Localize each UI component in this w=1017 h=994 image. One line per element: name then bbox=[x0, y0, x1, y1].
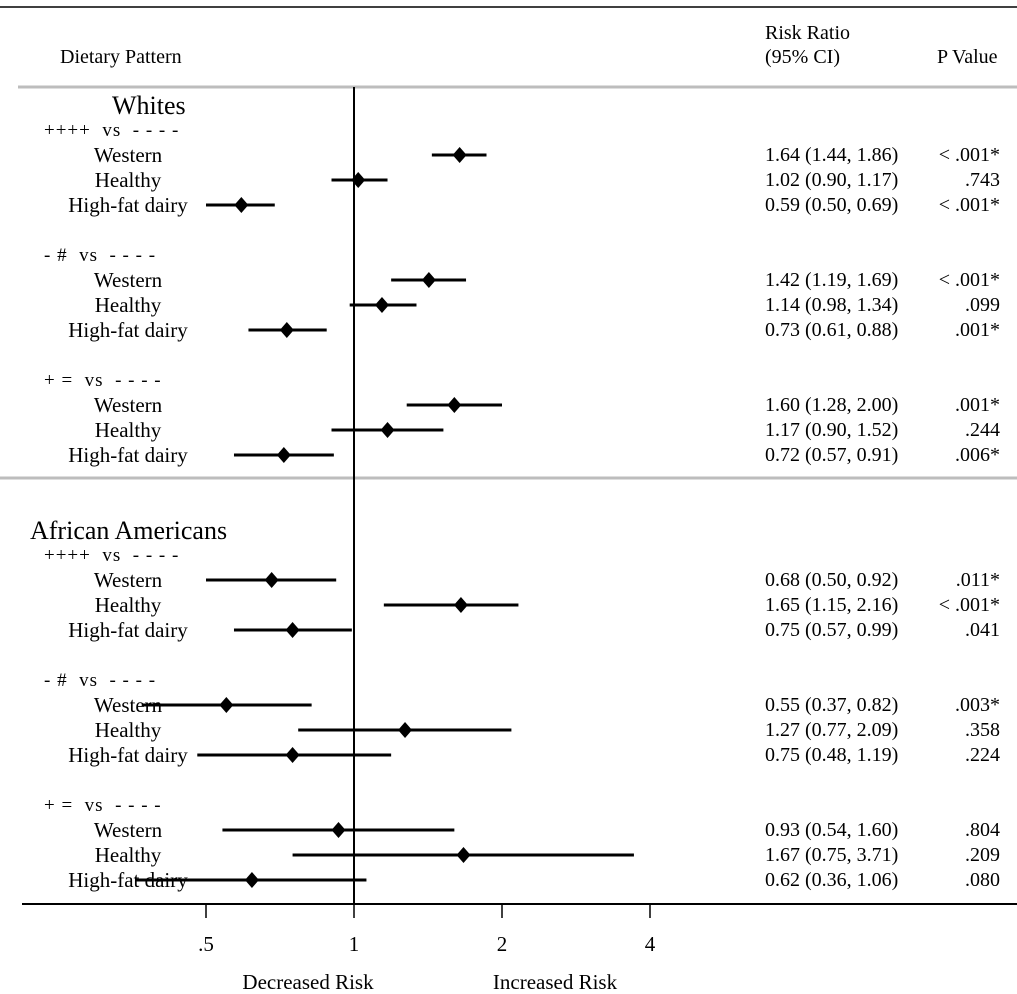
pattern-label: Healthy bbox=[94, 593, 162, 617]
pattern-label: Healthy bbox=[94, 418, 162, 442]
p-value: .099 bbox=[965, 294, 1000, 316]
comparison-label: ++++ vs - - - - bbox=[44, 120, 180, 141]
point-estimate-marker bbox=[447, 397, 462, 413]
point-estimate-marker bbox=[351, 172, 366, 188]
risk-ratio-value: 0.59 (0.50, 0.69) bbox=[765, 194, 899, 216]
risk-ratio-value: 0.72 (0.57, 0.91) bbox=[765, 444, 899, 466]
p-value: .743 bbox=[965, 169, 1000, 191]
comparison-label: - # vs - - - - bbox=[44, 670, 157, 691]
risk-ratio-value: 0.55 (0.37, 0.82) bbox=[765, 694, 899, 716]
pattern-label: Western bbox=[93, 818, 163, 842]
risk-ratio-value: 1.42 (1.19, 1.69) bbox=[765, 269, 899, 291]
p-value: .001* bbox=[955, 319, 1000, 341]
pattern-label: High-fat dairy bbox=[68, 193, 188, 217]
x-tick-label: 2 bbox=[496, 932, 508, 956]
point-estimate-marker bbox=[285, 622, 300, 638]
point-estimate-marker bbox=[285, 747, 300, 763]
risk-ratio-header: Risk Ratio bbox=[765, 22, 851, 44]
p-value: .041 bbox=[965, 619, 1000, 641]
ci-header: (95% CI) bbox=[765, 46, 840, 68]
x-tick-label: 4 bbox=[644, 932, 656, 956]
p-value: < .001* bbox=[938, 594, 1000, 616]
point-estimate-marker bbox=[244, 872, 259, 888]
comparison-label: ++++ vs - - - - bbox=[44, 545, 180, 566]
pattern-label: Western bbox=[93, 268, 163, 292]
pattern-label: Healthy bbox=[94, 293, 162, 317]
p-value: .080 bbox=[965, 869, 1000, 891]
pattern-label: High-fat dairy bbox=[68, 318, 188, 342]
pattern-label: High-fat dairy bbox=[68, 443, 188, 467]
risk-ratio-value: 1.67 (0.75, 3.71) bbox=[765, 844, 899, 866]
comparison-label: + = vs - - - - bbox=[44, 370, 162, 391]
risk-ratio-value: 1.65 (1.15, 2.16) bbox=[765, 594, 899, 616]
pattern-label: Western bbox=[93, 393, 163, 417]
comparison-label: - # vs - - - - bbox=[44, 245, 157, 266]
p-value: .244 bbox=[965, 419, 1000, 441]
p-value: .001* bbox=[955, 394, 1000, 416]
point-estimate-marker bbox=[380, 422, 395, 438]
point-estimate-marker bbox=[453, 597, 468, 613]
risk-ratio-value: 1.60 (1.28, 2.00) bbox=[765, 394, 899, 416]
point-estimate-marker bbox=[234, 197, 249, 213]
p-value: .011* bbox=[955, 569, 1000, 591]
pattern-label: Healthy bbox=[94, 168, 162, 192]
increased-risk-label: Increased Risk bbox=[492, 970, 618, 994]
p-value: .358 bbox=[965, 719, 1000, 741]
pattern-label: High-fat dairy bbox=[68, 743, 188, 767]
pattern-label: Western bbox=[93, 693, 163, 717]
p-value: < .001* bbox=[938, 269, 1000, 291]
point-estimate-marker bbox=[331, 822, 346, 838]
risk-ratio-value: 0.73 (0.61, 0.88) bbox=[765, 319, 899, 341]
x-tick-label: 1 bbox=[348, 932, 360, 956]
p-value: .006* bbox=[955, 444, 1000, 466]
group-title: African Americans bbox=[30, 516, 228, 545]
p-value: .209 bbox=[965, 844, 1000, 866]
risk-ratio-value: 1.14 (0.98, 1.34) bbox=[765, 294, 899, 316]
group-title: Whites bbox=[112, 91, 186, 120]
p-value: .003* bbox=[955, 694, 1000, 716]
x-tick-label: .5 bbox=[198, 932, 214, 956]
comparison-label: + = vs - - - - bbox=[44, 795, 162, 816]
point-estimate-marker bbox=[452, 147, 467, 163]
risk-ratio-value: 1.27 (0.77, 2.09) bbox=[765, 719, 899, 741]
pattern-label: Healthy bbox=[94, 718, 162, 742]
point-estimate-marker bbox=[421, 272, 436, 288]
risk-ratio-value: 1.02 (0.90, 1.17) bbox=[765, 169, 899, 191]
risk-ratio-value: 0.75 (0.57, 0.99) bbox=[765, 619, 899, 641]
p-value: < .001* bbox=[938, 144, 1000, 166]
pattern-label: Healthy bbox=[94, 843, 162, 867]
dietary-pattern-header: Dietary Pattern bbox=[60, 46, 182, 68]
risk-ratio-value: 0.75 (0.48, 1.19) bbox=[765, 744, 899, 766]
p-value: .804 bbox=[965, 819, 1000, 841]
decreased-risk-label: Decreased Risk bbox=[242, 970, 374, 994]
point-estimate-marker bbox=[219, 697, 234, 713]
point-estimate-marker bbox=[276, 447, 291, 463]
risk-ratio-value: 0.68 (0.50, 0.92) bbox=[765, 569, 899, 591]
point-estimate-marker bbox=[398, 722, 413, 738]
point-estimate-marker bbox=[279, 322, 294, 338]
risk-ratio-value: 0.93 (0.54, 1.60) bbox=[765, 819, 899, 841]
point-estimate-marker bbox=[264, 572, 279, 588]
p-value: < .001* bbox=[938, 194, 1000, 216]
point-estimate-marker bbox=[374, 297, 389, 313]
risk-ratio-value: 1.64 (1.44, 1.86) bbox=[765, 144, 899, 166]
risk-ratio-value: 1.17 (0.90, 1.52) bbox=[765, 419, 899, 441]
pattern-label: Western bbox=[93, 143, 163, 167]
pattern-label: High-fat dairy bbox=[68, 618, 188, 642]
pattern-label: Western bbox=[93, 568, 163, 592]
pattern-label: High-fat dairy bbox=[68, 868, 188, 892]
risk-ratio-value: 0.62 (0.36, 1.06) bbox=[765, 869, 899, 891]
point-estimate-marker bbox=[456, 847, 471, 863]
p-value: .224 bbox=[965, 744, 1000, 766]
p-value-header: P Value bbox=[937, 46, 998, 68]
